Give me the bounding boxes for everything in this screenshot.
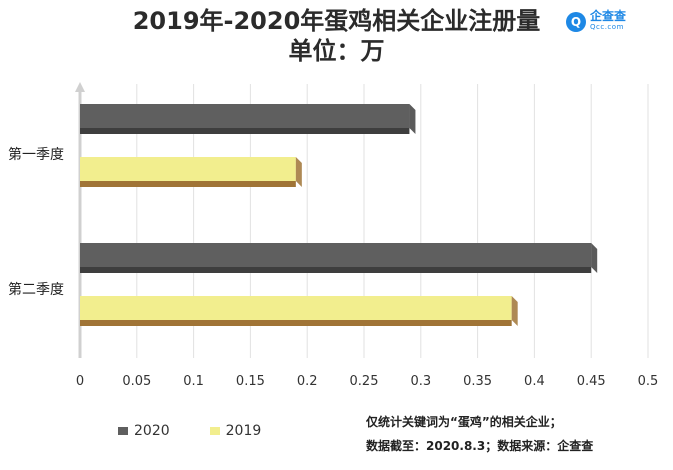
bar-2019-base xyxy=(80,181,296,187)
bar-2019-side xyxy=(511,296,518,326)
bar-2020-base xyxy=(80,128,410,134)
logo-name: 企查查 xyxy=(590,9,627,23)
legend-item-2019: 2019 xyxy=(209,423,262,439)
logo-domain: Qcc.com xyxy=(590,23,624,31)
x-tick-label: 0.25 xyxy=(350,374,379,389)
legend-item-2020: 2020 xyxy=(118,423,170,439)
legend-label-2019: 2019 xyxy=(225,423,262,439)
x-tick-label: 0.5 xyxy=(638,374,659,389)
bar-2020-side xyxy=(591,243,598,273)
category-label: 第二季度 xyxy=(8,281,64,298)
bar-2020-base xyxy=(80,267,592,273)
legend: 2020 2019 xyxy=(118,423,261,439)
chart-title-block: 2019年-2020年蛋鸡相关企业注册量 单位：万 xyxy=(0,6,673,66)
legend-swatch-2019 xyxy=(209,427,220,435)
bar-2019-side xyxy=(295,157,302,187)
footnote: 仅统计关键词为“蛋鸡”的相关企业； 数据截至：2020.8.3；数据来源：企查查 xyxy=(366,410,593,458)
chart-title: 2019年-2020年蛋鸡相关企业注册量 xyxy=(132,7,541,35)
legend-label-2020: 2020 xyxy=(134,423,170,439)
qcc-logo-icon: Q xyxy=(566,12,586,32)
x-tick-label: 0.1 xyxy=(183,374,204,389)
bar-2019-base xyxy=(80,320,512,326)
x-tick-label: 0.15 xyxy=(236,374,265,389)
bar-2020-side xyxy=(409,104,416,134)
footnote-scope: 仅统计关键词为“蛋鸡”的相关企业； xyxy=(366,415,562,429)
footnote-source: 数据截至：2020.8.3；数据来源：企查查 xyxy=(366,439,594,453)
category-label: 第一季度 xyxy=(8,146,64,163)
x-tick-label: 0.4 xyxy=(524,374,545,389)
x-tick-label: 0.05 xyxy=(122,374,151,389)
x-tick-label: 0.35 xyxy=(463,374,492,389)
x-tick-label: 0.2 xyxy=(297,374,318,389)
x-tick-label: 0.45 xyxy=(577,374,606,389)
x-tick-label: 0 xyxy=(76,374,84,389)
chart-unit: 单位：万 xyxy=(288,37,385,65)
y-axis-arrow-icon xyxy=(75,82,85,92)
bar-2020-cat1 xyxy=(80,104,410,128)
bar-2020-cat2 xyxy=(80,243,592,267)
x-tick-label: 0.3 xyxy=(410,374,431,389)
legend-swatch-2020 xyxy=(118,427,128,435)
bar-2019-cat2 xyxy=(80,296,512,320)
bar-2019-cat1 xyxy=(80,157,296,181)
qcc-logo: Q 企查查 Qcc.com xyxy=(566,9,627,33)
